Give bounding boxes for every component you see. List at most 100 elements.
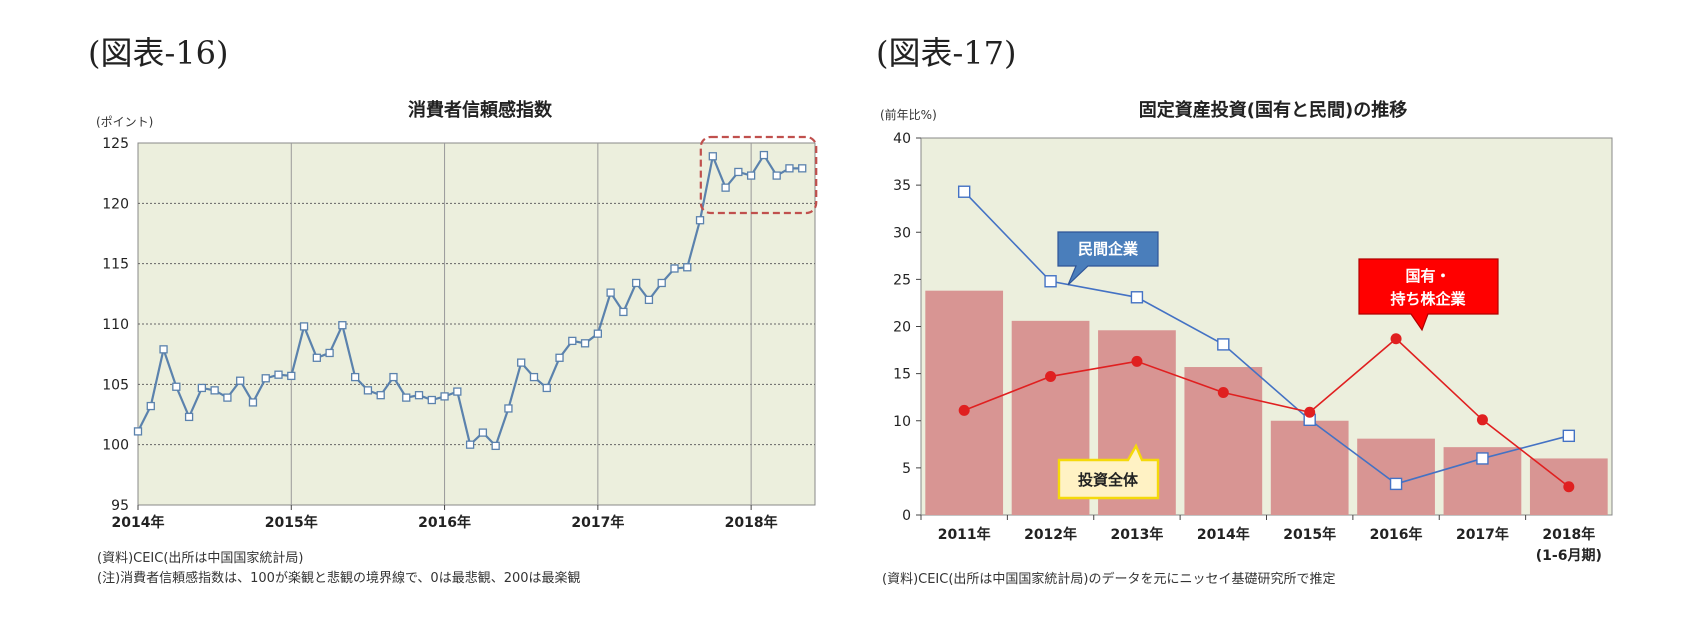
chart1-data-point bbox=[440, 392, 449, 401]
chart1-x-tick-label: 2017年 bbox=[571, 514, 624, 531]
chart1-data-point bbox=[798, 164, 807, 173]
state-data-point bbox=[1563, 481, 1575, 493]
chart1-x-tick-label: 2018年 bbox=[725, 514, 778, 531]
chart1-data-point bbox=[568, 336, 577, 346]
chart1-data-point bbox=[606, 288, 615, 297]
private-data-point bbox=[1562, 429, 1576, 443]
chart1-data-point bbox=[402, 393, 411, 402]
chart1-data-point bbox=[223, 393, 232, 402]
chart1-data-point bbox=[312, 353, 321, 362]
chart2-bar bbox=[1357, 438, 1435, 515]
chart1-data-point bbox=[504, 404, 513, 413]
chart1-x-tick-label: 2014年 bbox=[112, 514, 165, 531]
chart1-data-point bbox=[465, 440, 475, 449]
chart1-title: 消費者信頼感指数 bbox=[408, 100, 552, 121]
chart2-y-tick-label: 20 bbox=[893, 320, 911, 336]
chart1-data-point bbox=[248, 398, 258, 407]
chart1-data-point bbox=[708, 152, 717, 161]
chart1-data-point bbox=[184, 412, 194, 422]
state-data-point bbox=[1131, 355, 1143, 367]
callout-state-text: 持ち株企業 bbox=[1390, 290, 1466, 308]
state-series-line bbox=[963, 337, 1570, 488]
private-data-point bbox=[1130, 291, 1144, 304]
chart2-y-tick-label: 5 bbox=[902, 461, 911, 477]
chart1-footnote: (注)消費者信頼感指数は、100が楽観と悲観の境界線で、0は最悲観、200は最楽… bbox=[97, 571, 581, 586]
chart2-x-tick-label: 2011年 bbox=[938, 526, 991, 543]
chart1-data-point bbox=[529, 372, 539, 382]
chart1-data-point bbox=[414, 391, 424, 400]
chart1-data-point bbox=[542, 383, 551, 393]
callout-state-shape bbox=[1358, 258, 1499, 332]
chart2-source-note: (資料)CEIC(出所は中国国家統計局)のデータを元にニッセイ基礎研究所で推定 bbox=[882, 572, 1336, 587]
chart1-data-point bbox=[657, 278, 666, 288]
private-data-point bbox=[1476, 452, 1489, 465]
chart1-x-tick-label: 2015年 bbox=[265, 514, 318, 531]
chart1-data-point bbox=[299, 322, 309, 331]
chart1-data-point bbox=[734, 167, 743, 177]
chart1-data-point bbox=[389, 372, 398, 382]
chart1-source-note: (資料)CEIC(出所は中国国家統計局) bbox=[97, 551, 304, 566]
figure-16-heading: (図表-16) bbox=[88, 34, 229, 72]
chart2-y-tick-label: 0 bbox=[902, 508, 911, 524]
chart1-data-point bbox=[351, 372, 360, 382]
chart2-unit-label: (前年比%) bbox=[880, 108, 937, 122]
callout-private-shape bbox=[1057, 231, 1159, 286]
chart1-y-tick-label: 95 bbox=[111, 498, 129, 514]
chart1-y-tick-label: 105 bbox=[102, 377, 129, 393]
private-data-point bbox=[1044, 275, 1057, 288]
chart1-data-point bbox=[746, 171, 756, 180]
chart2-x-tick-label: 2017年 bbox=[1456, 526, 1509, 543]
chart1-data-point bbox=[146, 401, 155, 411]
chart2-x-tick-sublabel: (1-6月期) bbox=[1536, 548, 1602, 564]
chart1-data-point bbox=[772, 171, 781, 180]
state-data-point bbox=[1217, 386, 1229, 398]
state-data-point bbox=[958, 404, 970, 416]
chart1-y-tick-label: 110 bbox=[102, 317, 129, 333]
callout-private: 民間企業 bbox=[1057, 231, 1159, 286]
chart2-y-tick-label: 30 bbox=[893, 225, 911, 241]
chart1-data-point bbox=[555, 353, 564, 362]
private-series-line bbox=[963, 191, 1570, 485]
private-data-point bbox=[1389, 477, 1403, 491]
chart2-x-tick-label: 2013年 bbox=[1110, 526, 1163, 543]
chart1-data-point bbox=[593, 329, 602, 338]
chart2-x-tick-label: 2016年 bbox=[1370, 526, 1423, 543]
chart1-data-point bbox=[478, 428, 488, 437]
chart1-data-point bbox=[619, 307, 628, 317]
chart1-data-point bbox=[453, 387, 462, 396]
chart1-y-tick-label: 125 bbox=[102, 136, 129, 152]
chart2-x-tick-label: 2014年 bbox=[1197, 526, 1250, 543]
chart2-bar bbox=[925, 290, 1004, 515]
chart1-data-point bbox=[172, 382, 181, 391]
chart2-x-tick-label: 2018年 bbox=[1542, 526, 1595, 543]
state-data-point bbox=[1390, 333, 1402, 345]
chart1-data-point bbox=[644, 295, 654, 305]
chart1-data-point bbox=[338, 321, 347, 330]
chart1-data-point bbox=[287, 371, 296, 381]
chart1-x-tick-label: 2016年 bbox=[418, 514, 471, 531]
private-data-point bbox=[1217, 338, 1230, 351]
chart2-x-tick-label: 2015年 bbox=[1283, 526, 1336, 543]
chart1-data-point bbox=[197, 383, 207, 393]
chart1-data-point bbox=[785, 164, 794, 173]
chart1-y-tick-label: 120 bbox=[102, 196, 129, 212]
callout-total: 投資全体 bbox=[1057, 443, 1160, 500]
chart2-y-tick-label: 40 bbox=[893, 131, 911, 147]
chart2-title: 固定資産投資(国有と民間)の推移 bbox=[1138, 100, 1408, 121]
chart1-data-point bbox=[695, 216, 705, 225]
callout-total-text: 投資全体 bbox=[1078, 471, 1139, 489]
figure-17-heading: (図表-17) bbox=[876, 34, 1017, 72]
chart1-data-point bbox=[159, 345, 168, 354]
callout-state: 国有・持ち株企業 bbox=[1358, 258, 1499, 332]
chart1-unit-label: (ポイント) bbox=[96, 115, 154, 129]
chart2-y-tick-label: 25 bbox=[893, 272, 911, 288]
chart1-y-tick-label: 100 bbox=[102, 438, 129, 454]
state-data-point bbox=[1045, 370, 1057, 382]
chart1-data-point bbox=[580, 339, 590, 348]
chart2-y-tick-label: 15 bbox=[893, 367, 911, 383]
chart1-data-point bbox=[210, 386, 219, 395]
chart1-data-point bbox=[274, 370, 283, 379]
chart2-x-tick-label: 2012年 bbox=[1024, 526, 1077, 543]
callout-private-text: 民間企業 bbox=[1078, 240, 1139, 258]
